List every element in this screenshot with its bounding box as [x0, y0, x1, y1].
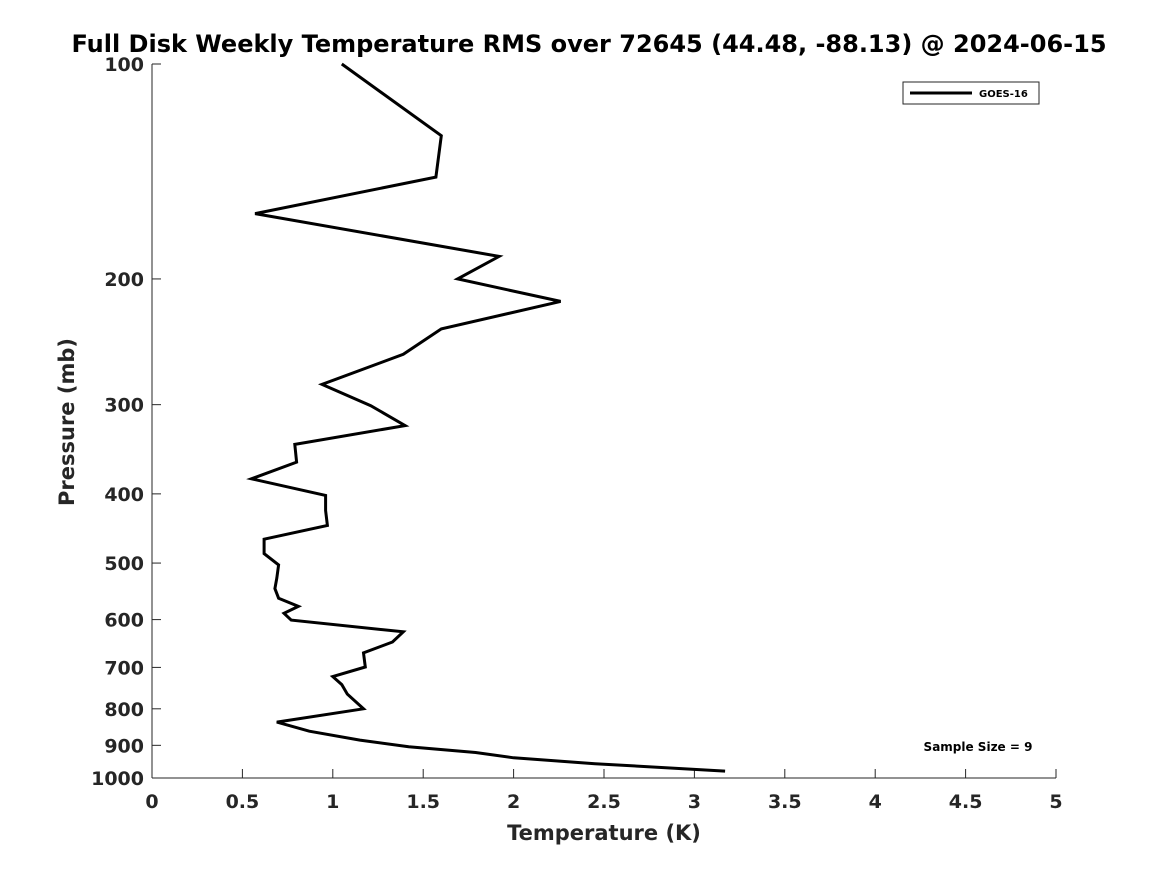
- y-tick-label: 500: [104, 553, 144, 575]
- x-axis-ticks: 0 0.5 1 1.5 2 2.5 3 3.5 4 4.5 5: [145, 769, 1063, 813]
- x-tick-label: 2: [507, 791, 520, 813]
- sample-size-annotation: Sample Size = 9: [924, 740, 1033, 754]
- y-tick-label: 700: [104, 657, 144, 679]
- x-axis-label: Temperature (K): [507, 821, 701, 845]
- x-tick-label: 3: [688, 791, 701, 813]
- x-tick-label: 4: [869, 791, 882, 813]
- x-tick-label: 5: [1049, 791, 1062, 813]
- x-tick-label: 3.5: [768, 791, 802, 813]
- legend: GOES-16: [902, 81, 1040, 105]
- y-tick-label: 300: [104, 395, 144, 417]
- y-tick-label: 900: [104, 735, 144, 757]
- x-tick-label: 1: [326, 791, 339, 813]
- y-axis-label: Pressure (mb): [55, 338, 79, 506]
- x-tick-label: 0.5: [226, 791, 260, 813]
- y-tick-label: 100: [104, 54, 144, 76]
- x-tick-label: 1.5: [406, 791, 440, 813]
- y-tick-label: 400: [104, 484, 144, 506]
- chart-title: Full Disk Weekly Temperature RMS over 72…: [71, 30, 1106, 58]
- y-tick-label: 1000: [91, 768, 144, 790]
- x-tick-label: 4.5: [949, 791, 983, 813]
- y-axis-ticks: 100 200 300 400 500 600 700 800 900 1000: [91, 54, 161, 790]
- axes: [151, 64, 1056, 779]
- legend-label: GOES-16: [979, 89, 1028, 100]
- y-tick-label: 600: [104, 610, 144, 632]
- x-tick-label: 0: [145, 791, 158, 813]
- y-tick-label: 200: [104, 269, 144, 291]
- y-tick-label: 800: [104, 699, 144, 721]
- series-line-0: [246, 62, 726, 773]
- x-tick-label: 2.5: [587, 791, 621, 813]
- series-layer: [246, 62, 726, 773]
